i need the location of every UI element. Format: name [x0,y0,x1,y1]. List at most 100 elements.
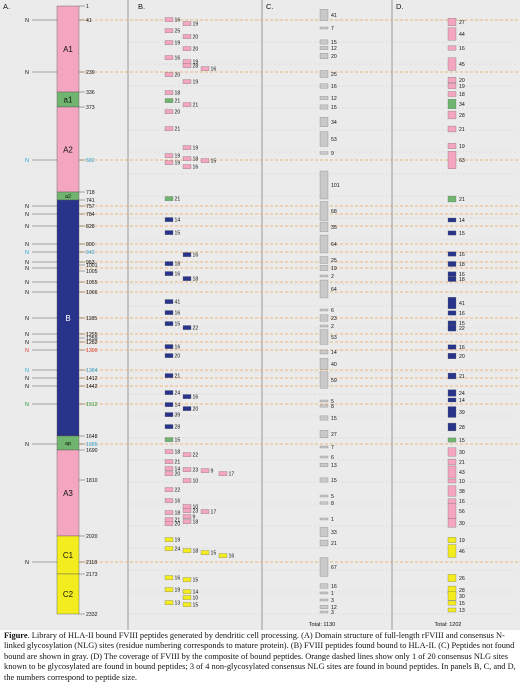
peptide-b-label: 10 [193,505,199,511]
peptide-c-label: 14 [331,350,337,356]
residue-label: 2173 [86,572,98,578]
peptide-c-label: 8 [331,501,334,507]
peptide-c-label: 5 [331,494,334,500]
peptide-d-label: 28 [459,588,465,594]
nlg-marker: N [25,442,29,448]
peptide-b-label: 17 [211,510,217,516]
peptide-d [447,465,457,479]
peptide-c [319,539,329,547]
peptide-b [182,548,192,553]
peptide-c-label: 59 [331,378,337,384]
residue-label: 1282 [86,340,98,346]
peptide-c-label: 21 [331,541,337,547]
total-c: Total: 1130 [309,622,336,628]
peptide-b [164,449,174,454]
peptide-c [319,349,329,355]
peptide-b-label: 15 [193,603,199,609]
peptide-c [319,265,329,271]
peptide-b-label: 17 [229,472,235,478]
peptide-c [319,53,329,59]
residue-label: 1005 [86,269,98,275]
peptide-b-label: 19 [175,161,181,167]
residue-label: 1066 [86,290,98,296]
residue-label: 41 [86,18,92,24]
peptide-c [319,117,329,127]
peptide-b-label: 15 [175,322,181,328]
peptide-d [447,544,457,558]
peptide-b [182,519,192,524]
peptide-c [319,39,329,45]
peptide-d-label: 28 [459,425,465,431]
nlg-marker: N [25,158,29,164]
peptide-d-label: 26 [459,576,465,582]
residue-label: 1690 [86,448,98,454]
peptide-c [319,279,329,299]
peptide-b [218,553,228,558]
peptide-c-label: 68 [331,209,337,215]
peptide-d-label: 28 [459,113,465,119]
nlg-marker: N [25,384,29,390]
peptide-c-label: 15 [331,40,337,46]
peptide-b-label: 21 [175,374,181,380]
peptide-b [182,46,192,51]
residue-label: 757 [86,204,95,210]
residue-label: 239 [86,70,95,76]
peptide-d-label: 16 [459,46,465,52]
peptide-d-label: 21 [459,197,465,203]
residue-label: 1648 [86,434,98,440]
peptide-b [182,325,192,330]
panel-label-3: D. [396,2,404,11]
peptide-b-label: 15 [193,578,199,584]
peptide-c [319,598,329,602]
peptide-b [182,156,192,161]
peptide-b-label: 19 [175,538,181,544]
peptide-b-label: 9 [193,515,196,521]
peptide-b [164,28,174,33]
nlg-marker: N [25,340,29,346]
peptide-d-label: 14 [459,398,465,404]
peptide-b [164,90,174,95]
peptide-b [182,102,192,107]
peptide-b [182,602,192,607]
peptide-d [447,251,457,257]
peptide-d [447,125,457,133]
peptide-b [164,521,174,526]
peptide-b [164,402,174,407]
peptide-b [164,344,174,349]
peptide-b-label: 16 [193,253,199,259]
peptide-b-label: 14 [175,403,181,409]
peptide-b-label: 23 [193,468,199,474]
peptide-d-label: 21 [459,127,465,133]
peptide-b-label: 24 [175,391,181,397]
peptide-b [164,459,174,464]
peptide-d [447,485,457,497]
peptide-c-label: 23 [331,316,337,322]
peptide-b-label: 20 [175,522,181,528]
residue-label: 1185 [86,316,97,322]
peptide-d [447,110,457,120]
peptide-c [319,557,329,577]
peptide-d-label: 38 [459,489,465,495]
peptide-d [447,99,457,109]
peptide-c [319,605,329,609]
peptide-c-label: 25 [331,258,337,264]
peptide-d [447,591,457,601]
peptide-d [447,297,457,309]
peptide-b [182,21,192,26]
peptide-c [319,430,329,438]
peptide-d-label: 20 [459,78,465,84]
peptide-c [319,96,329,100]
peptide-c-label: 15 [331,478,337,484]
peptide-c [319,274,329,278]
peptide-b [164,310,174,315]
peptide-b-label: 16 [211,67,217,73]
residue-label: 943 [86,250,95,256]
peptide-c-label: 35 [331,225,337,231]
peptide-b [164,109,174,114]
peptide-c-label: 27 [331,432,337,438]
peptide-b-label: 18 [193,277,199,283]
peptide-c-label: 67 [331,565,337,571]
peptide-b-label: 16 [193,395,199,401]
peptide-c-label: 64 [331,242,337,248]
